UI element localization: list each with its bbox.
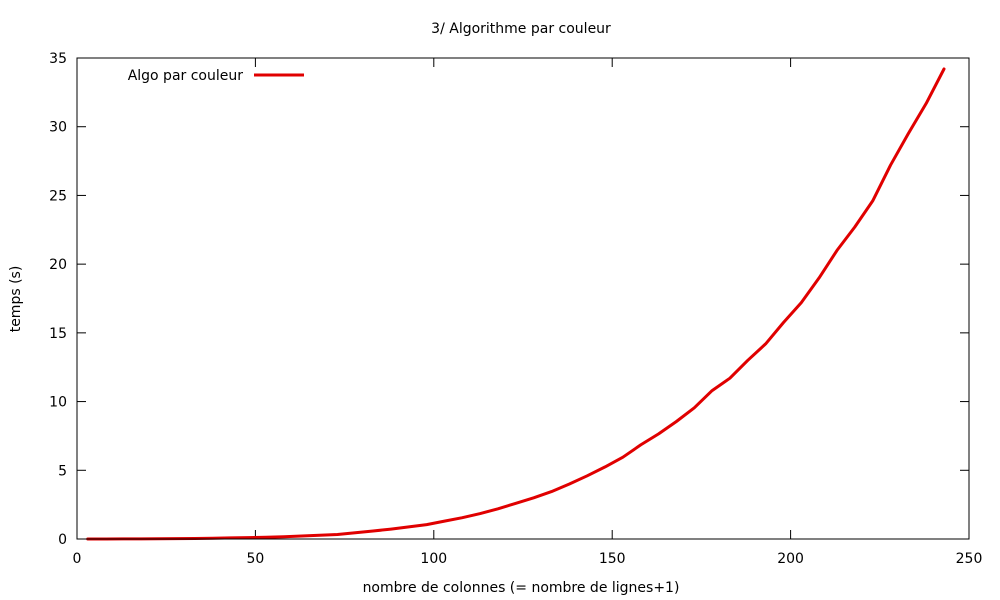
y-tick-label: 20 xyxy=(49,257,67,273)
x-tick-label: 200 xyxy=(777,551,804,567)
y-tick-label: 10 xyxy=(49,395,67,411)
y-tick-label: 35 xyxy=(49,51,67,67)
legend-label: Algo par couleur xyxy=(128,68,244,84)
chart-title: 3/ Algorithme par couleur xyxy=(431,21,611,37)
x-tick-label: 250 xyxy=(956,551,983,567)
y-tick-label: 30 xyxy=(49,120,67,136)
x-axis-label: nombre de colonnes (= nombre de lignes+1… xyxy=(363,580,680,596)
y-tick-label: 5 xyxy=(58,463,67,479)
y-tick-label: 25 xyxy=(49,188,67,204)
y-axis-label: temps (s) xyxy=(8,266,24,333)
x-tick-label: 0 xyxy=(73,551,82,567)
y-tick-label: 0 xyxy=(58,532,67,548)
x-tick-label: 150 xyxy=(599,551,626,567)
series-layer xyxy=(86,67,946,541)
x-tick-label: 50 xyxy=(246,551,264,567)
series-line-0 xyxy=(86,67,946,541)
y-tick-label: 15 xyxy=(49,326,67,342)
legend: Algo par couleur xyxy=(128,68,304,84)
plot-frame xyxy=(76,57,970,540)
x-tick-label: 100 xyxy=(420,551,447,567)
axis-tick-labels: 0 50 100 150 200 250 0 5 10 15 20 25 30 35 xyxy=(49,51,982,567)
